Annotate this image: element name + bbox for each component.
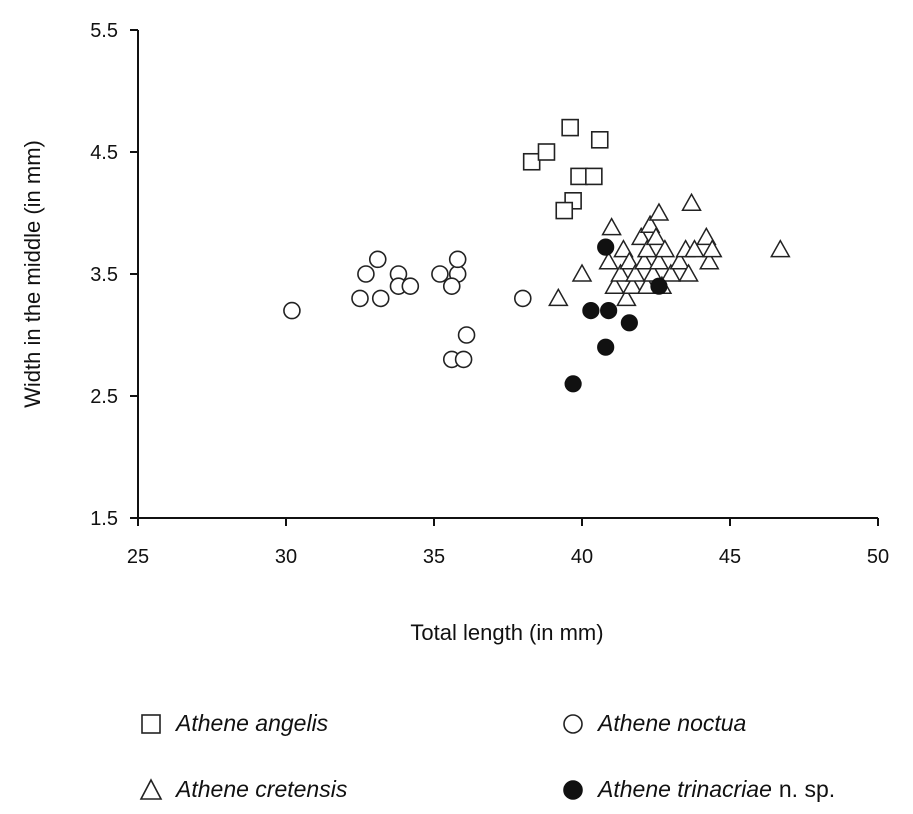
y-tick-label: 5.5	[90, 20, 118, 42]
data-point-triangle	[633, 251, 655, 270]
data-point-triangle	[654, 239, 676, 258]
data-point-filled-circle	[597, 238, 615, 256]
data-point-triangle	[639, 214, 661, 233]
data-point-triangle	[770, 239, 791, 258]
data-point-triangle	[669, 251, 690, 270]
data-point-circle	[351, 289, 369, 308]
legend-label-suffix: n. sp.	[778, 776, 836, 802]
data-point-triangle	[548, 287, 569, 307]
data-point-square	[561, 118, 579, 137]
data-point-circle	[283, 301, 301, 320]
data-point-circle	[457, 326, 476, 344]
data-point-filled-circle	[620, 314, 638, 332]
legend-label: Athene angelis	[176, 710, 329, 736]
data-point-triangle	[648, 251, 670, 270]
data-point-circle	[371, 289, 390, 308]
data-point-square	[522, 152, 541, 171]
series-triangle	[548, 192, 791, 307]
data-point-circle	[357, 265, 375, 283]
data-point-triangle	[698, 251, 720, 270]
data-point-square	[555, 201, 574, 220]
data-point-square	[570, 167, 588, 186]
data-point-triangle	[624, 263, 646, 282]
data-point-filled-circle	[597, 338, 615, 356]
square-marker-icon	[138, 711, 164, 737]
scatter-chart: 25 30 35 40 45 50 1.5 2.5 3.5 4.5 5.5 Total length…	[20, 20, 889, 645]
triangle-marker-icon	[138, 777, 164, 803]
x-tick-label: 50	[867, 546, 889, 568]
data-point-circle	[448, 250, 467, 269]
legend-item-noctua: Athene noctua	[560, 710, 746, 737]
series-circle	[283, 250, 532, 369]
data-point-triangle	[636, 239, 658, 258]
legend-label: Athene cretensis	[176, 776, 348, 802]
series-filled-circle	[564, 238, 668, 393]
x-tick-label: 35	[423, 546, 445, 568]
data-point-filled-circle	[650, 277, 668, 295]
data-point-square	[585, 167, 603, 186]
x-tick-label: 25	[127, 546, 149, 568]
legend: Athene angelis Athene noctua Athene cret…	[0, 690, 913, 814]
data-point-triangle	[678, 263, 699, 282]
data-point-triangle	[616, 287, 637, 307]
data-point-circle	[442, 277, 461, 296]
data-point-triangle	[598, 251, 619, 270]
data-point-filled-circle	[564, 375, 582, 393]
data-point-circle	[368, 250, 387, 269]
y-tick-label: 3.5	[90, 264, 118, 286]
series-square	[522, 118, 609, 220]
data-point-triangle	[610, 263, 631, 282]
data-point-triangle	[684, 239, 705, 258]
data-point-triangle	[660, 263, 682, 282]
data-point-circle	[454, 350, 473, 369]
data-point-triangle	[681, 192, 702, 211]
data-point-triangle	[622, 275, 643, 294]
data-point-filled-circle	[582, 302, 600, 320]
legend-label: Athene noctua	[598, 710, 747, 736]
x-axis-title: Total length (in mm)	[410, 620, 603, 645]
data-point-circle	[431, 265, 449, 283]
data-point-triangle	[648, 202, 670, 221]
y-tick-label: 4.5	[90, 142, 118, 164]
data-point-triangle	[571, 263, 593, 282]
legend-label: Athene trinacriae	[598, 776, 772, 802]
data-points	[283, 118, 791, 393]
data-point-triangle	[604, 275, 625, 294]
data-point-filled-circle	[600, 302, 618, 320]
legend-item-cretensis: Athene cretensis	[138, 776, 347, 803]
y-tick-label: 2.5	[90, 386, 118, 408]
axes	[137, 30, 878, 519]
data-point-triangle	[645, 226, 667, 246]
data-point-square	[537, 143, 556, 161]
circle-marker-icon	[560, 711, 586, 737]
filled-circle-marker-icon	[560, 777, 586, 803]
data-point-triangle	[701, 239, 723, 258]
data-point-square	[590, 131, 609, 149]
data-point-triangle	[619, 251, 640, 270]
ticks: 25 30 35 40 45 50 1.5 2.5 3.5 4.5 5.5	[90, 20, 889, 568]
data-point-triangle	[601, 217, 622, 236]
data-point-circle	[513, 289, 532, 308]
data-point-circle	[401, 277, 420, 296]
legend-item-angelis: Athene angelis	[138, 710, 328, 737]
y-axis-title: Width in the middle (in mm)	[20, 140, 45, 408]
x-tick-label: 30	[275, 546, 297, 568]
data-point-triangle	[630, 226, 652, 246]
legend-item-trinacriae: Athene trinacriae n. sp.	[560, 776, 835, 803]
data-point-triangle	[696, 226, 717, 246]
x-tick-label: 45	[719, 546, 741, 568]
x-tick-label: 40	[571, 546, 593, 568]
y-tick-label: 1.5	[90, 508, 118, 530]
data-point-triangle	[613, 239, 634, 258]
